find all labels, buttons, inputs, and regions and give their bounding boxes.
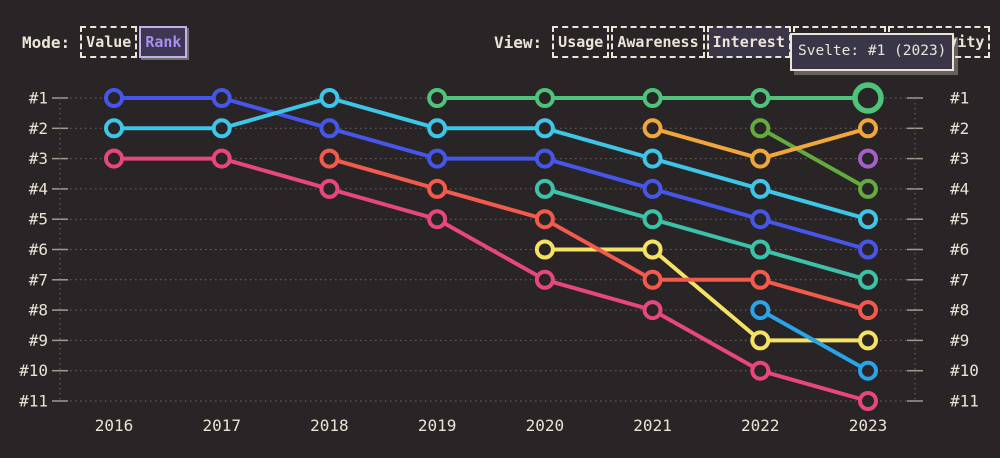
data-node-red-2018[interactable] bbox=[319, 148, 340, 169]
rank-label-left-5: #5 bbox=[29, 210, 48, 229]
data-node-rose-2023[interactable] bbox=[858, 391, 878, 411]
year-label-2018: 2018 bbox=[310, 416, 349, 435]
rank-label-left-10: #10 bbox=[19, 361, 48, 380]
data-node-blue-2022[interactable] bbox=[750, 209, 771, 230]
data-node-orange-2021[interactable] bbox=[642, 118, 663, 139]
data-node-blue-2021[interactable] bbox=[642, 178, 663, 199]
data-node-yellow-2021[interactable] bbox=[642, 239, 663, 260]
rank-label-right-3: #3 bbox=[950, 149, 969, 168]
data-node-yellow-2020[interactable] bbox=[534, 239, 555, 260]
data-node-rose-2020[interactable] bbox=[534, 269, 555, 290]
data-node-red-2020[interactable] bbox=[534, 209, 555, 230]
data-node-rose-2019[interactable] bbox=[427, 209, 448, 230]
data-node-cyan-2016[interactable] bbox=[104, 118, 124, 139]
view-usage-button[interactable]: Usage bbox=[552, 26, 610, 58]
rank-label-right-7: #7 bbox=[950, 270, 969, 289]
mode-rank-button[interactable]: Rank bbox=[139, 26, 188, 58]
rank-label-left-3: #3 bbox=[29, 149, 48, 168]
data-node-blue-2019[interactable] bbox=[427, 148, 448, 169]
data-node-rose-2017[interactable] bbox=[211, 148, 232, 169]
rank-label-right-2: #2 bbox=[950, 119, 969, 138]
rank-label-left-6: #6 bbox=[29, 240, 48, 259]
mode-value-button[interactable]: Value bbox=[80, 26, 138, 58]
data-node-red-2019[interactable] bbox=[427, 178, 448, 199]
data-node-sky-blue-2023[interactable] bbox=[858, 360, 878, 381]
view-awareness-button[interactable]: Awareness bbox=[611, 26, 705, 58]
data-node-red-2022[interactable] bbox=[750, 269, 771, 290]
mode-label: Mode: bbox=[22, 32, 71, 52]
year-label-2023: 2023 bbox=[849, 416, 888, 435]
rank-label-right-1: #1 bbox=[950, 89, 969, 108]
rank-label-left-11: #11 bbox=[19, 392, 48, 411]
series-line-apple-green bbox=[758, 126, 870, 191]
data-node-teal-2023[interactable] bbox=[858, 269, 878, 290]
data-node-blue-2017[interactable] bbox=[211, 88, 232, 108]
year-label-2017: 2017 bbox=[202, 416, 241, 435]
data-node-cyan-2021[interactable] bbox=[642, 148, 663, 169]
view-label: View: bbox=[494, 32, 543, 52]
data-node-apple-green-2022[interactable] bbox=[750, 118, 771, 139]
data-node-purple-2023[interactable] bbox=[858, 148, 878, 169]
data-node-rose-2016[interactable] bbox=[104, 148, 124, 169]
rank-label-right-5: #5 bbox=[950, 210, 969, 229]
rank-label-left-4: #4 bbox=[29, 179, 48, 198]
year-label-2020: 2020 bbox=[526, 416, 565, 435]
data-node-orange-2022[interactable] bbox=[750, 148, 771, 169]
series-line-sky-blue bbox=[758, 308, 870, 373]
data-node-teal-2020[interactable] bbox=[534, 178, 555, 199]
hover-tooltip: Svelte: #1 (2023) bbox=[790, 33, 955, 71]
data-node-rose-2018[interactable] bbox=[319, 178, 340, 199]
mode-control: Mode: Value Rank bbox=[22, 26, 188, 58]
data-node-blue-2023[interactable] bbox=[858, 239, 878, 260]
rank-label-right-9: #9 bbox=[950, 331, 969, 350]
data-node-teal-2022[interactable] bbox=[750, 239, 771, 260]
data-node-cyan-2023[interactable] bbox=[858, 209, 878, 230]
series-line-teal bbox=[542, 186, 870, 282]
data-node-rose-2022[interactable] bbox=[750, 360, 771, 381]
rank-label-right-8: #8 bbox=[950, 301, 969, 320]
rank-label-right-6: #6 bbox=[950, 240, 969, 259]
data-node-apple-green-2023[interactable] bbox=[858, 178, 878, 199]
rank-label-left-7: #7 bbox=[29, 270, 48, 289]
data-node-cyan-2022[interactable] bbox=[750, 178, 771, 199]
rank-label-left-1: #1 bbox=[29, 89, 48, 108]
data-node-cyan-2018[interactable] bbox=[319, 88, 340, 108]
rank-label-right-4: #4 bbox=[950, 179, 969, 198]
data-node-rose-2021[interactable] bbox=[642, 300, 663, 321]
data-node-blue-2018[interactable] bbox=[319, 118, 340, 139]
year-label-2019: 2019 bbox=[418, 416, 457, 435]
data-node-cyan-2019[interactable] bbox=[427, 118, 448, 139]
series-line-blue bbox=[112, 96, 870, 252]
data-node-yellow-2023[interactable] bbox=[858, 330, 878, 351]
year-label-2022: 2022 bbox=[741, 416, 780, 435]
rank-label-left-8: #8 bbox=[29, 301, 48, 320]
data-node-orange-2023[interactable] bbox=[858, 118, 878, 139]
data-node-red-2021[interactable] bbox=[642, 269, 663, 290]
rank-label-right-11: #11 bbox=[950, 392, 979, 411]
view-interest-button[interactable]: Interest bbox=[706, 26, 791, 58]
rank-label-left-2: #2 bbox=[29, 119, 48, 138]
data-node-emerald-2023[interactable] bbox=[852, 82, 884, 114]
data-node-cyan-2020[interactable] bbox=[534, 118, 555, 139]
data-node-blue-2020[interactable] bbox=[534, 148, 555, 169]
data-node-emerald-2021[interactable] bbox=[642, 88, 663, 108]
series-line-cyan bbox=[112, 96, 870, 222]
data-node-teal-2021[interactable] bbox=[642, 209, 663, 230]
data-node-red-2023[interactable] bbox=[858, 300, 878, 321]
year-label-2016: 2016 bbox=[95, 416, 134, 435]
series-line-rose bbox=[112, 156, 870, 403]
data-node-emerald-2019[interactable] bbox=[427, 88, 448, 108]
rank-label-right-10: #10 bbox=[950, 361, 979, 380]
year-label-2021: 2021 bbox=[633, 416, 672, 435]
data-node-cyan-2017[interactable] bbox=[211, 118, 232, 139]
data-node-emerald-2020[interactable] bbox=[534, 88, 555, 108]
data-node-emerald-2022[interactable] bbox=[750, 88, 771, 108]
data-node-yellow-2022[interactable] bbox=[750, 330, 771, 351]
rank-label-left-9: #9 bbox=[29, 331, 48, 350]
series-line-red bbox=[327, 156, 870, 313]
data-node-blue-2016[interactable] bbox=[104, 88, 124, 108]
data-node-sky-blue-2022[interactable] bbox=[750, 300, 771, 321]
